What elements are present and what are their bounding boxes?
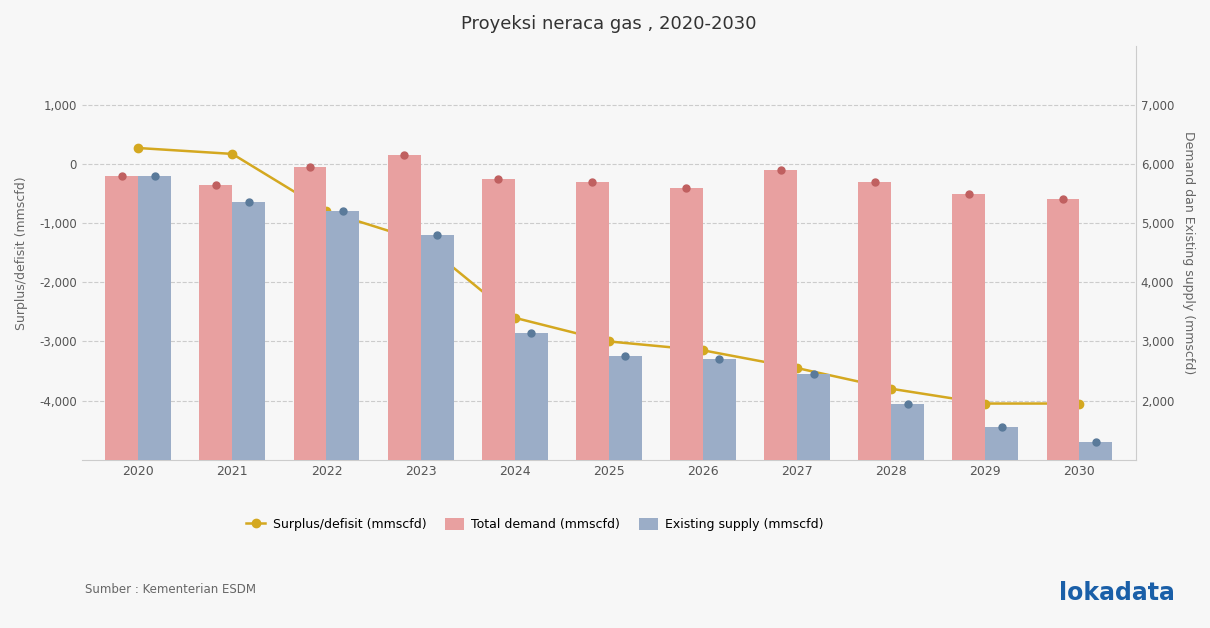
Bar	[105, 176, 138, 519]
Bar	[514, 333, 548, 519]
Bar	[892, 404, 924, 519]
Bar	[1047, 200, 1079, 519]
Bar	[703, 359, 736, 519]
Bar	[609, 356, 641, 519]
Bar	[670, 188, 703, 519]
Title: Proyeksi neraca gas , 2020-2030: Proyeksi neraca gas , 2020-2030	[461, 15, 756, 33]
Bar	[421, 235, 454, 519]
Bar	[858, 181, 892, 519]
Bar	[232, 202, 265, 519]
Bar	[576, 181, 609, 519]
Bar	[765, 170, 797, 519]
Text: Sumber : Kementerian ESDM: Sumber : Kementerian ESDM	[85, 583, 255, 597]
Y-axis label: Surplus/defisit (mmscfd): Surplus/defisit (mmscfd)	[15, 176, 28, 330]
Bar	[294, 167, 327, 519]
Legend: Surplus/defisit (mmscfd), Total demand (mmscfd), Existing supply (mmscfd): Surplus/defisit (mmscfd), Total demand (…	[242, 513, 829, 536]
Bar	[138, 176, 171, 519]
Bar	[482, 179, 514, 519]
Bar	[200, 185, 232, 519]
Bar	[985, 427, 1019, 519]
Bar	[1079, 442, 1112, 519]
Bar	[952, 193, 985, 519]
Bar	[797, 374, 830, 519]
Text: lokadata: lokadata	[1059, 581, 1175, 605]
Bar	[327, 211, 359, 519]
Y-axis label: Demand dan Existing supply (mmscfd): Demand dan Existing supply (mmscfd)	[1182, 131, 1195, 374]
Bar	[387, 155, 421, 519]
